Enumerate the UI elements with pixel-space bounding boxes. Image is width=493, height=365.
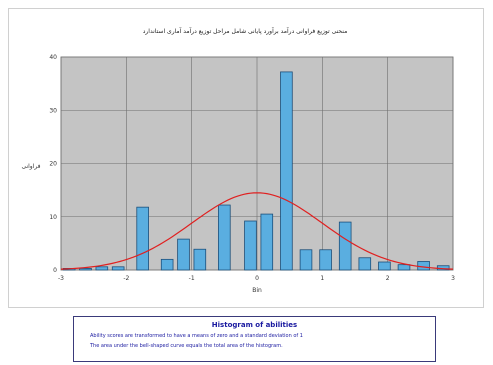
x-tick-label: -2	[123, 275, 129, 282]
y-tick-label: 20	[49, 161, 57, 168]
legend-line-2: The area under the bell-shaped curve equ…	[90, 343, 283, 349]
histogram-bar	[260, 213, 274, 271]
histogram-bar	[136, 206, 149, 271]
histogram-bar	[319, 249, 332, 271]
histogram-bar	[378, 261, 391, 271]
y-tick-label: 30	[49, 107, 57, 114]
grid-lines	[60, 56, 454, 271]
x-tick-label: -1	[189, 275, 195, 282]
legend-box: Histogram of abilities Ability scores ar…	[73, 316, 436, 362]
x-tick-label: 3	[451, 275, 455, 282]
y-axis-label: فراوانی	[21, 163, 40, 170]
histogram-bar	[280, 71, 293, 271]
legend-title: Histogram of abilities	[211, 321, 298, 329]
histogram-bar	[79, 268, 92, 271]
histogram-bar	[417, 261, 430, 271]
chart-title: منحنی توزیع فراوانی درآمد برآورد پایانی …	[143, 26, 348, 35]
x-tick-label: 0	[255, 275, 259, 282]
histogram-bar	[160, 258, 174, 271]
histogram-bar	[177, 238, 190, 271]
histogram-bar	[397, 264, 411, 271]
x-tick-label: 2	[386, 275, 390, 282]
y-tick-label: 10	[49, 214, 57, 221]
histogram-bar	[193, 248, 207, 271]
y-tick-label: 40	[49, 54, 57, 61]
histogram-bar	[244, 220, 257, 271]
x-axis-label: Bin	[252, 287, 262, 294]
x-tick-label: 1	[320, 275, 324, 282]
x-tick-label: -3	[58, 275, 64, 282]
histogram-chart: منحنی توزیع فراوانی درآمد برآورد پایانی …	[21, 26, 455, 294]
normal-curve	[60, 192, 454, 270]
histogram-bar	[95, 266, 109, 271]
histogram-bar	[358, 257, 372, 271]
histogram-bar	[218, 204, 231, 271]
bars	[62, 71, 450, 271]
legend-line-1: Ability scores are transformed to have a…	[90, 333, 303, 339]
y-tick-label: 0	[53, 267, 57, 274]
chart-frame: منحنی توزیع فراوانی درآمد برآورد پایانی …	[8, 8, 484, 308]
histogram-bar	[299, 249, 313, 271]
histogram-bar	[338, 221, 352, 271]
histogram-bar	[111, 266, 125, 271]
